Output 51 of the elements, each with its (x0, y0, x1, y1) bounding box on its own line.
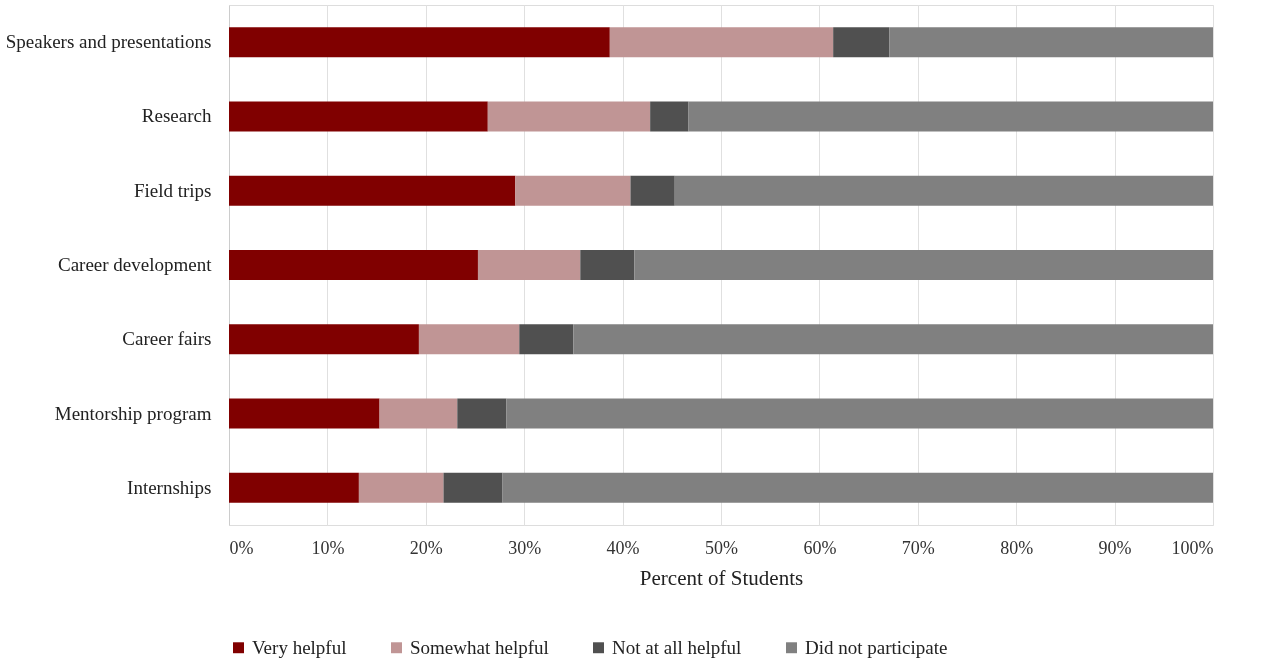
bar (229, 175, 516, 206)
bar (519, 324, 574, 355)
x-tick-label: 20% (409, 537, 443, 558)
bar (573, 324, 1213, 355)
x-tick-label: 0% (229, 537, 254, 558)
bar (580, 250, 635, 280)
bar (477, 250, 581, 280)
x-tick-label: 100% (1171, 537, 1214, 558)
y-tick-label: Field trips (133, 179, 212, 201)
y-tick-label: Speakers and presentations (5, 31, 212, 53)
y-tick-label: Research (141, 105, 212, 127)
bar (506, 398, 1213, 429)
x-tick-label: 10% (311, 537, 345, 558)
legend-label: Did not participate (805, 636, 948, 658)
bar (229, 250, 478, 280)
bar (634, 250, 1213, 280)
legend-label: Very helpful (252, 636, 347, 658)
bar (609, 27, 834, 58)
y-tick-label: Career fairs (122, 328, 212, 350)
y-tick-label: Career development (57, 254, 213, 275)
bar (229, 398, 380, 429)
x-tick-label: 40% (606, 537, 640, 558)
legend-label: Somewhat helpful (410, 636, 549, 658)
x-tick-label: 90% (1098, 537, 1132, 558)
bar (630, 175, 675, 206)
bar (515, 175, 631, 206)
x-tick-label: 80% (1000, 537, 1034, 558)
bar (674, 175, 1213, 206)
bar (650, 101, 689, 132)
x-tick-label: 30% (508, 537, 542, 558)
bar (443, 472, 503, 503)
bar (229, 101, 488, 132)
bar (229, 27, 610, 58)
bar (379, 398, 458, 429)
bar (229, 324, 419, 355)
bar (502, 472, 1213, 503)
bar (229, 472, 359, 503)
bar (889, 27, 1213, 58)
x-axis-title: Percent of Students (639, 565, 804, 590)
x-tick-label: 50% (705, 537, 738, 558)
x-tick-label: 60% (803, 537, 837, 558)
y-tick-label: Mentorship program (54, 402, 212, 424)
legend-label: Not at all helpful (612, 636, 742, 658)
y-tick-label: Internships (127, 476, 212, 498)
bar (688, 101, 1213, 132)
bar (418, 324, 520, 355)
bar (833, 27, 890, 58)
bar (457, 398, 507, 429)
x-tick-label: 70% (901, 537, 935, 558)
bar (358, 472, 444, 503)
bar (487, 101, 651, 132)
